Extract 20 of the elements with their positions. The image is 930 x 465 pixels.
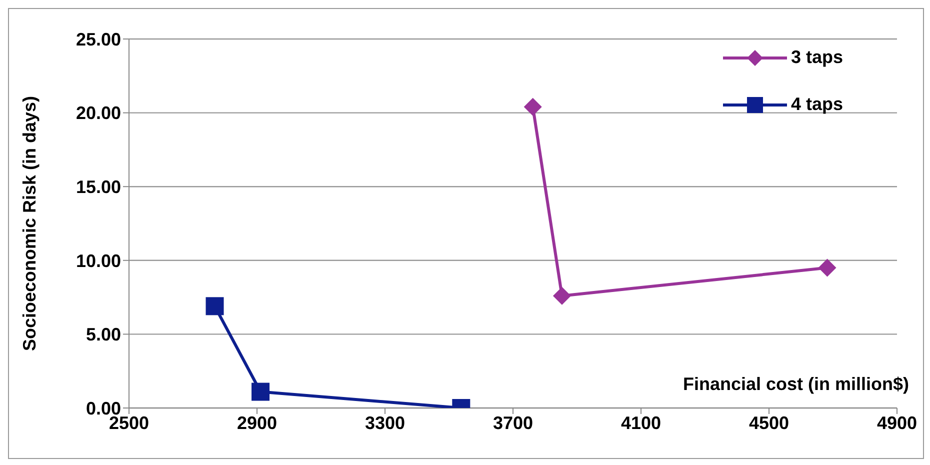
point <box>206 297 224 316</box>
x-tick-label: 4900 <box>876 412 918 433</box>
y-tick-label: 15.00 <box>76 176 121 197</box>
point <box>252 382 270 401</box>
x-tick-label: 4500 <box>748 412 790 433</box>
y-tick-label: 25.00 <box>76 29 121 50</box>
y-axis-title: Socioeconomic Risk (in days) <box>19 96 40 352</box>
x-tick-label: 3700 <box>492 412 534 433</box>
y-tick-label: 5.00 <box>86 324 121 345</box>
point <box>552 286 571 305</box>
x-tick-label: 2900 <box>236 412 278 433</box>
legend-label: 4 taps <box>790 94 843 115</box>
x-tick-label: 4100 <box>620 412 662 433</box>
legend-label: 3 taps <box>790 47 843 68</box>
y-tick-label: 10.00 <box>76 250 121 271</box>
x-tick-label: 3300 <box>364 412 406 433</box>
point <box>524 98 542 116</box>
point <box>818 258 836 277</box>
y-tick-label: 20.00 <box>76 103 121 124</box>
x-axis-title: Financial cost (in million$) <box>682 374 909 395</box>
